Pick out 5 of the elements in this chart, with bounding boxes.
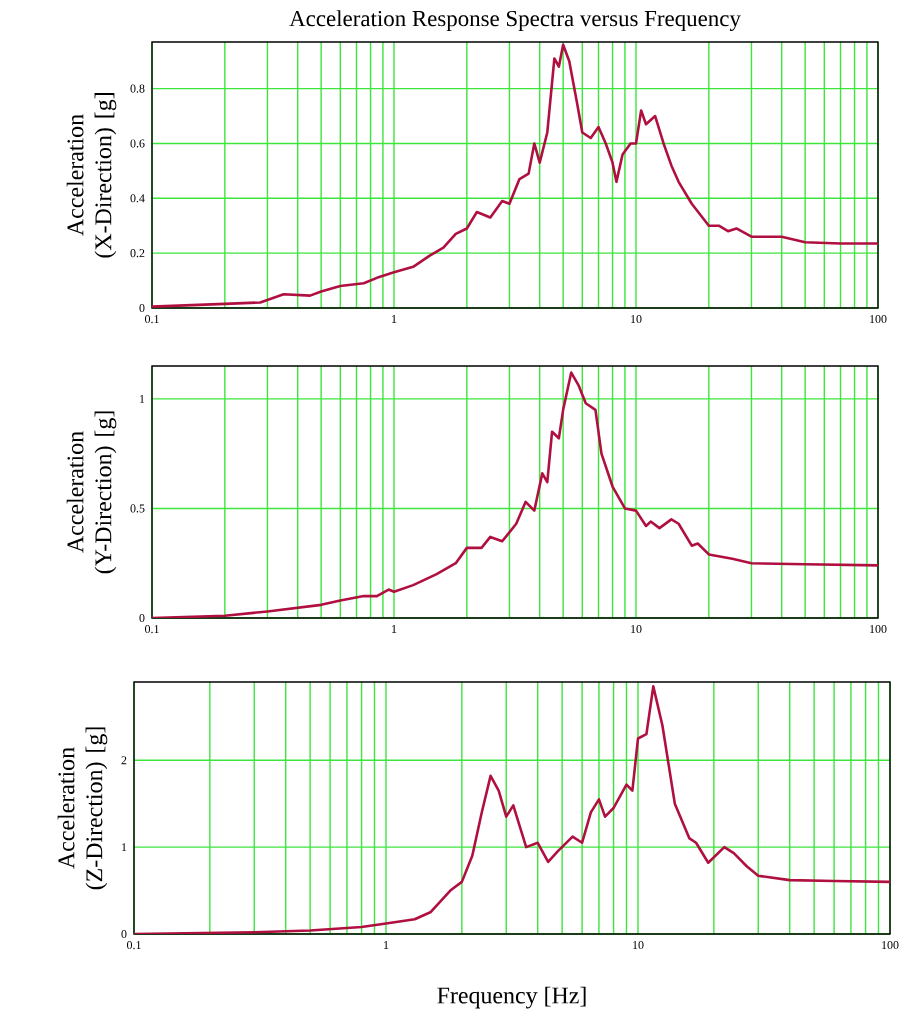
- y-axis-title: Acceleration (X-Direction) [g]: [66, 93, 117, 258]
- x-axis-title: Frequency [Hz]: [437, 986, 586, 1009]
- chart-title: Acceleration Response Spectra versus Frequency: [289, 10, 741, 31]
- y-axis-title: Acceleration (Y-Direction) [g]: [66, 411, 117, 574]
- y-axis-title: Acceleration (Z-Direction) [g]: [57, 727, 108, 890]
